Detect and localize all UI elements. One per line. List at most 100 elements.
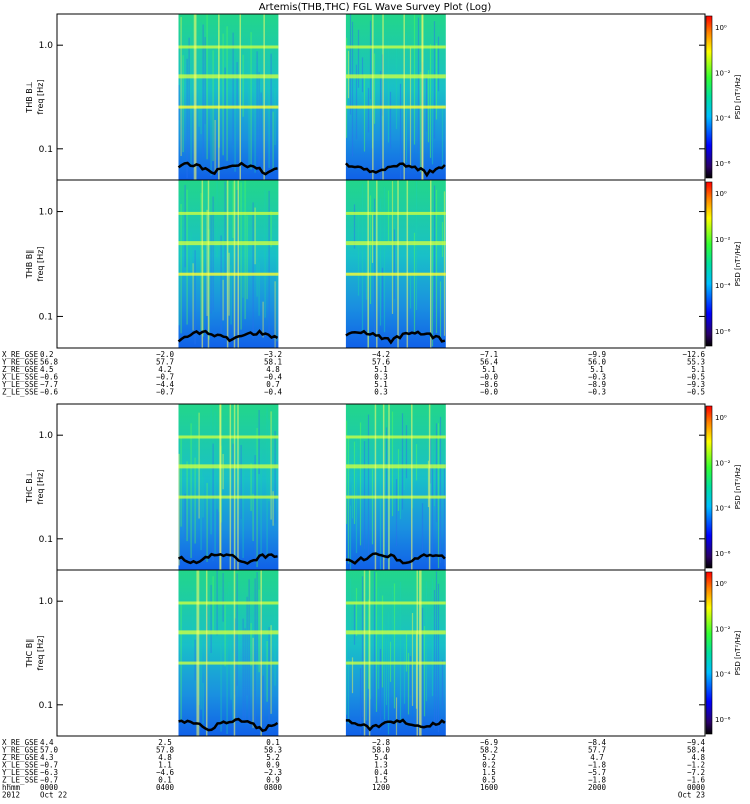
table-row-label: X_RE_GSE	[2, 350, 39, 359]
panel-name-label: THB B⊥	[25, 81, 34, 113]
table-row-label: Z_LE_SSE	[2, 388, 39, 397]
colorbar-label: PSD [nT²/Hz]	[734, 74, 742, 119]
y-tick-label: 0.1	[39, 535, 53, 545]
table-cell: 4.3	[40, 753, 54, 762]
table-cell: 0000	[687, 783, 706, 792]
spectrogram-panel: 1.0 0.1 THB B⊥ freq [Hz] 10⁰ 10⁻² 10⁻⁴ 10⁻⁶ PSD …	[25, 13, 742, 181]
chart-title: Artemis(THB,THC) FGL Wave Survey Plot (L…	[259, 2, 492, 13]
table-cell: −1.8	[588, 776, 607, 785]
table-cell: 0.5	[482, 776, 496, 785]
table-cell: −4.2	[372, 350, 390, 359]
trace-line	[345, 718, 446, 732]
trace-line	[344, 162, 446, 178]
colorbar-tick-label: 10⁻²	[715, 236, 731, 244]
colorbar-tick-label: 10⁻⁶	[715, 716, 731, 724]
table-cell: −6.9	[480, 738, 498, 747]
trace-line	[177, 161, 278, 176]
table-cell: 55.3	[687, 358, 705, 367]
table-cell: −8.4	[588, 738, 607, 747]
table-cell: −0.3	[588, 388, 606, 397]
colorbar-tick-label: 10⁰	[715, 580, 727, 588]
table-cell: 0000	[40, 783, 59, 792]
colorbar-label: PSD [nT²/Hz]	[734, 630, 742, 675]
table-cell: 2.5	[158, 738, 172, 747]
table-row-label: X_RE_GSE	[2, 738, 39, 747]
table-cell: −2.8	[372, 738, 391, 747]
table-cell: −0.7	[40, 761, 58, 770]
table-cell: −1.2	[687, 761, 705, 770]
table-cell: −8.9	[588, 380, 606, 389]
table-cell: 58.2	[480, 746, 498, 755]
spectrogram-block	[345, 570, 446, 736]
table-row-label: hhmm	[2, 783, 21, 792]
table-cell: −0.6	[40, 373, 59, 382]
colorbar-tick-label: 10⁻⁶	[715, 550, 731, 558]
trace-line	[177, 552, 278, 565]
y-tick-label: 0.1	[39, 312, 53, 322]
table-cell: 0.4	[374, 768, 388, 777]
table-cell: 57.7	[588, 746, 606, 755]
y-tick-label: 0.1	[39, 145, 53, 155]
colorbar-label: PSD [nT²/Hz]	[734, 464, 742, 509]
y-tick-label: 0.1	[39, 701, 53, 711]
colorbar-tick-label: 10⁻⁴	[715, 282, 731, 290]
table-cell: 4.5	[40, 365, 54, 374]
table-cell: 5.1	[691, 365, 705, 374]
table-cell: 5.2	[266, 753, 280, 762]
table-cell: 0.9	[266, 761, 280, 770]
table-cell: 58.1	[264, 358, 282, 367]
table-cell: 5.1	[374, 380, 388, 389]
table-cell: 1.3	[374, 761, 388, 770]
trace-line	[345, 552, 446, 565]
table-cell: 4.8	[266, 365, 280, 374]
y-tick-label: 1.0	[39, 41, 54, 51]
table-cell: −0.3	[588, 373, 606, 382]
table-cell: 4.8	[158, 753, 172, 762]
colorbar-tick-label: 10⁻⁴	[715, 115, 731, 123]
table-cell: 4.8	[691, 753, 705, 762]
table-cell: 0.1	[158, 776, 172, 785]
table-cell: −9.3	[687, 380, 705, 389]
table-cell: −0.7	[156, 388, 174, 397]
colorbar-tick-label: 10⁻²	[715, 625, 731, 633]
table-cell: 5.4	[374, 753, 388, 762]
table-cell: 5.1	[374, 365, 388, 374]
table-cell: 2000	[588, 783, 607, 792]
table-row-label: Z_RE_GSE	[2, 753, 39, 762]
table-row-label: X_LE_SSE	[2, 761, 39, 770]
table-row-label: Y_RE_GSE	[2, 358, 39, 367]
table-row-label: Y_LE_SSE	[2, 768, 39, 777]
colorbar-tick-label: 10⁻⁶	[715, 160, 731, 168]
table-cell: 0.9	[266, 776, 280, 785]
table-cell: 0.2	[482, 761, 496, 770]
table-cell: −0.7	[156, 373, 174, 382]
panel-frame	[56, 569, 706, 737]
table-cell: −1.8	[588, 761, 607, 770]
colorbar-tick-label: 10⁻⁴	[715, 505, 731, 513]
table-cell: −0.7	[40, 776, 58, 785]
table-cell: 1.1	[158, 761, 172, 770]
table-cell: 57.8	[156, 746, 175, 755]
spectrogram-block	[178, 404, 279, 570]
table-cell: −7.7	[40, 380, 58, 389]
table-cell: 56.8	[40, 358, 59, 367]
table-row-label: X_LE_SSE	[2, 373, 39, 382]
table-cell: −2.3	[264, 768, 282, 777]
colorbar	[705, 181, 713, 347]
table-cell: −5.7	[588, 768, 606, 777]
table-cell: −0.5	[687, 388, 705, 397]
table-cell: −12.6	[682, 350, 705, 359]
spectrogram-block	[345, 14, 446, 180]
table-row-label: Y_RE_GSE	[2, 746, 39, 755]
table-cell: 0.7	[266, 380, 280, 389]
colorbar	[705, 15, 713, 179]
table-cell: −0.4	[264, 373, 283, 382]
table-cell: −9.4	[687, 738, 706, 747]
colorbar-tick-label: 10⁻⁴	[715, 671, 731, 679]
table-cell: 56.0	[588, 358, 607, 367]
table-row-label: Y_LE_SSE	[2, 380, 39, 389]
table-cell: 57.7	[156, 358, 174, 367]
table-cell: 4.7	[590, 753, 604, 762]
